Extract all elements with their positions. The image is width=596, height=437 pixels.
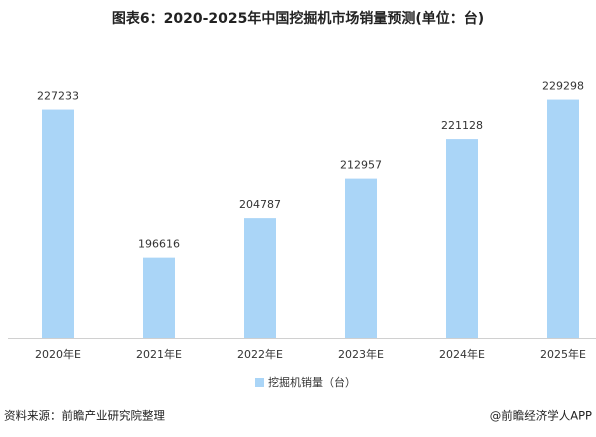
x-tick-label: 2020年E [35,347,81,361]
bar [345,178,377,338]
chart-title: 图表6：2020-2025年中国挖掘机市场销量预测(单位：台) [112,10,484,27]
bar [42,109,74,339]
bar [244,218,276,338]
legend-label: 挖掘机销量（台） [268,375,356,389]
data-label: 204787 [239,198,281,211]
legend-swatch [255,378,264,387]
bar [547,99,579,339]
x-tick-label: 2023年E [338,347,384,361]
data-label: 196616 [138,238,180,251]
x-tick-label: 2024年E [439,347,485,361]
bar [446,139,478,338]
bar [143,257,175,338]
data-label: 229298 [542,80,584,93]
source-note: 资料来源：前瞻产业研究院整理 [4,409,165,423]
data-label: 212957 [340,159,382,172]
x-tick-label: 2022年E [237,347,283,361]
credit: @前瞻经济学人APP [490,409,592,423]
x-tick-label: 2021年E [136,347,182,361]
x-tick-label: 2025年E [540,347,586,361]
data-label: 221128 [441,119,483,132]
data-label: 227233 [37,90,79,103]
